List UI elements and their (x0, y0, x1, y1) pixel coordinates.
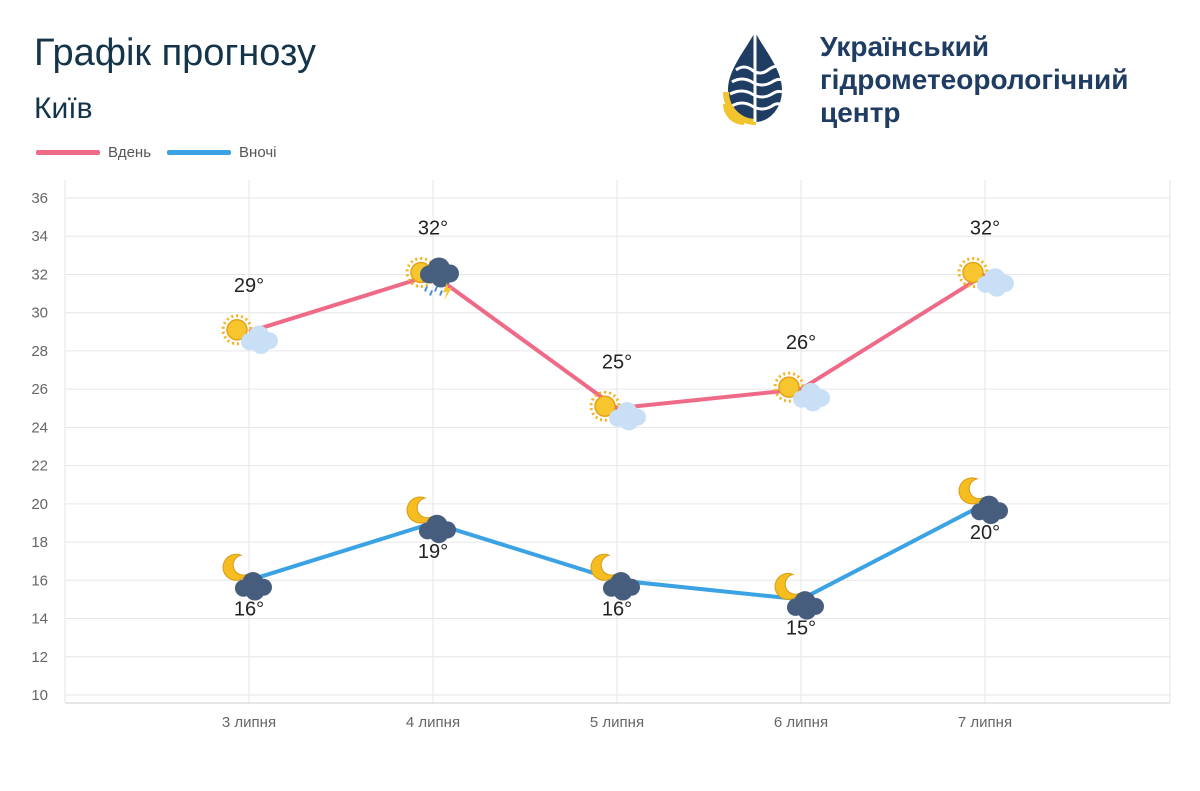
data-point (431, 272, 435, 276)
x-tick-label: 7 липня (958, 714, 1012, 731)
y-tick-label: 22 (31, 458, 48, 475)
legend-swatch-night (167, 150, 232, 155)
sun-cloud-icon (221, 314, 279, 355)
moon-cloud-icon (958, 477, 1008, 525)
data-label: 16° (234, 598, 264, 620)
data-label: 15° (786, 617, 816, 639)
sun-cloud-icon (957, 256, 1014, 297)
data-point (615, 578, 619, 582)
data-point (799, 387, 803, 391)
x-tick-label: 4 липня (406, 714, 460, 731)
data-point (799, 597, 803, 601)
logo: Український гідрометеорологічний центр (722, 30, 1182, 130)
chart-legend: Вдень Вночі (36, 144, 292, 161)
data-label: 20° (970, 522, 1000, 544)
y-tick-label: 20 (31, 496, 48, 513)
y-tick-label: 26 (31, 381, 48, 398)
legend-item-night[interactable]: Вночі (167, 144, 276, 161)
x-tick-label: 6 липня (774, 714, 828, 731)
y-tick-label: 16 (31, 572, 48, 589)
data-label: 25° (602, 351, 632, 373)
y-tick-label: 18 (31, 534, 48, 551)
data-point (983, 502, 987, 506)
data-point (247, 330, 251, 334)
data-point (431, 521, 435, 525)
moon-cloud-icon (590, 553, 640, 601)
data-point (247, 578, 251, 582)
y-tick-label: 32 (31, 266, 48, 283)
logo-text: Український гідрометеорологічний центр (820, 30, 1128, 129)
legend-swatch-day (36, 150, 100, 155)
sun-cloud-icon (589, 390, 646, 431)
y-tick-label: 28 (31, 343, 48, 360)
legend-item-day[interactable]: Вдень (36, 144, 151, 161)
y-tick-label: 30 (31, 305, 48, 322)
x-tick-label: 5 липня (590, 714, 644, 731)
moon-cloud-icon (222, 553, 272, 601)
data-label: 26° (786, 332, 816, 354)
sun-cloud-icon (773, 371, 830, 412)
y-tick-label: 24 (31, 419, 48, 436)
data-label: 32° (418, 217, 448, 239)
page-title: Графік прогнозу (34, 32, 316, 74)
logo-line-1: Український (820, 31, 990, 62)
sun-thunderstorm-rain-icon (405, 256, 459, 301)
logo-line-2: гідрометеорологічний (820, 64, 1129, 95)
y-tick-label: 34 (31, 228, 48, 245)
data-point (615, 406, 619, 410)
moon-cloud-icon (406, 496, 457, 544)
y-tick-label: 36 (31, 190, 48, 207)
day-series-line (248, 272, 987, 411)
data-label: 19° (418, 541, 448, 563)
logo-line-3: центр (820, 97, 901, 128)
y-tick-label: 14 (31, 611, 48, 628)
y-tick-label: 12 (31, 649, 48, 666)
data-point (983, 272, 987, 276)
hydromet-logo-icon (723, 32, 783, 125)
city-name: Київ (34, 92, 93, 125)
legend-label-day: Вдень (108, 144, 152, 161)
y-tick-label: 10 (31, 687, 48, 704)
data-label: 32° (970, 217, 1000, 239)
moon-cloud-icon (774, 572, 824, 620)
data-label: 29° (234, 275, 264, 297)
data-label: 16° (602, 598, 632, 620)
x-tick-label: 3 липня (222, 714, 276, 731)
legend-label-night: Вночі (239, 144, 277, 161)
